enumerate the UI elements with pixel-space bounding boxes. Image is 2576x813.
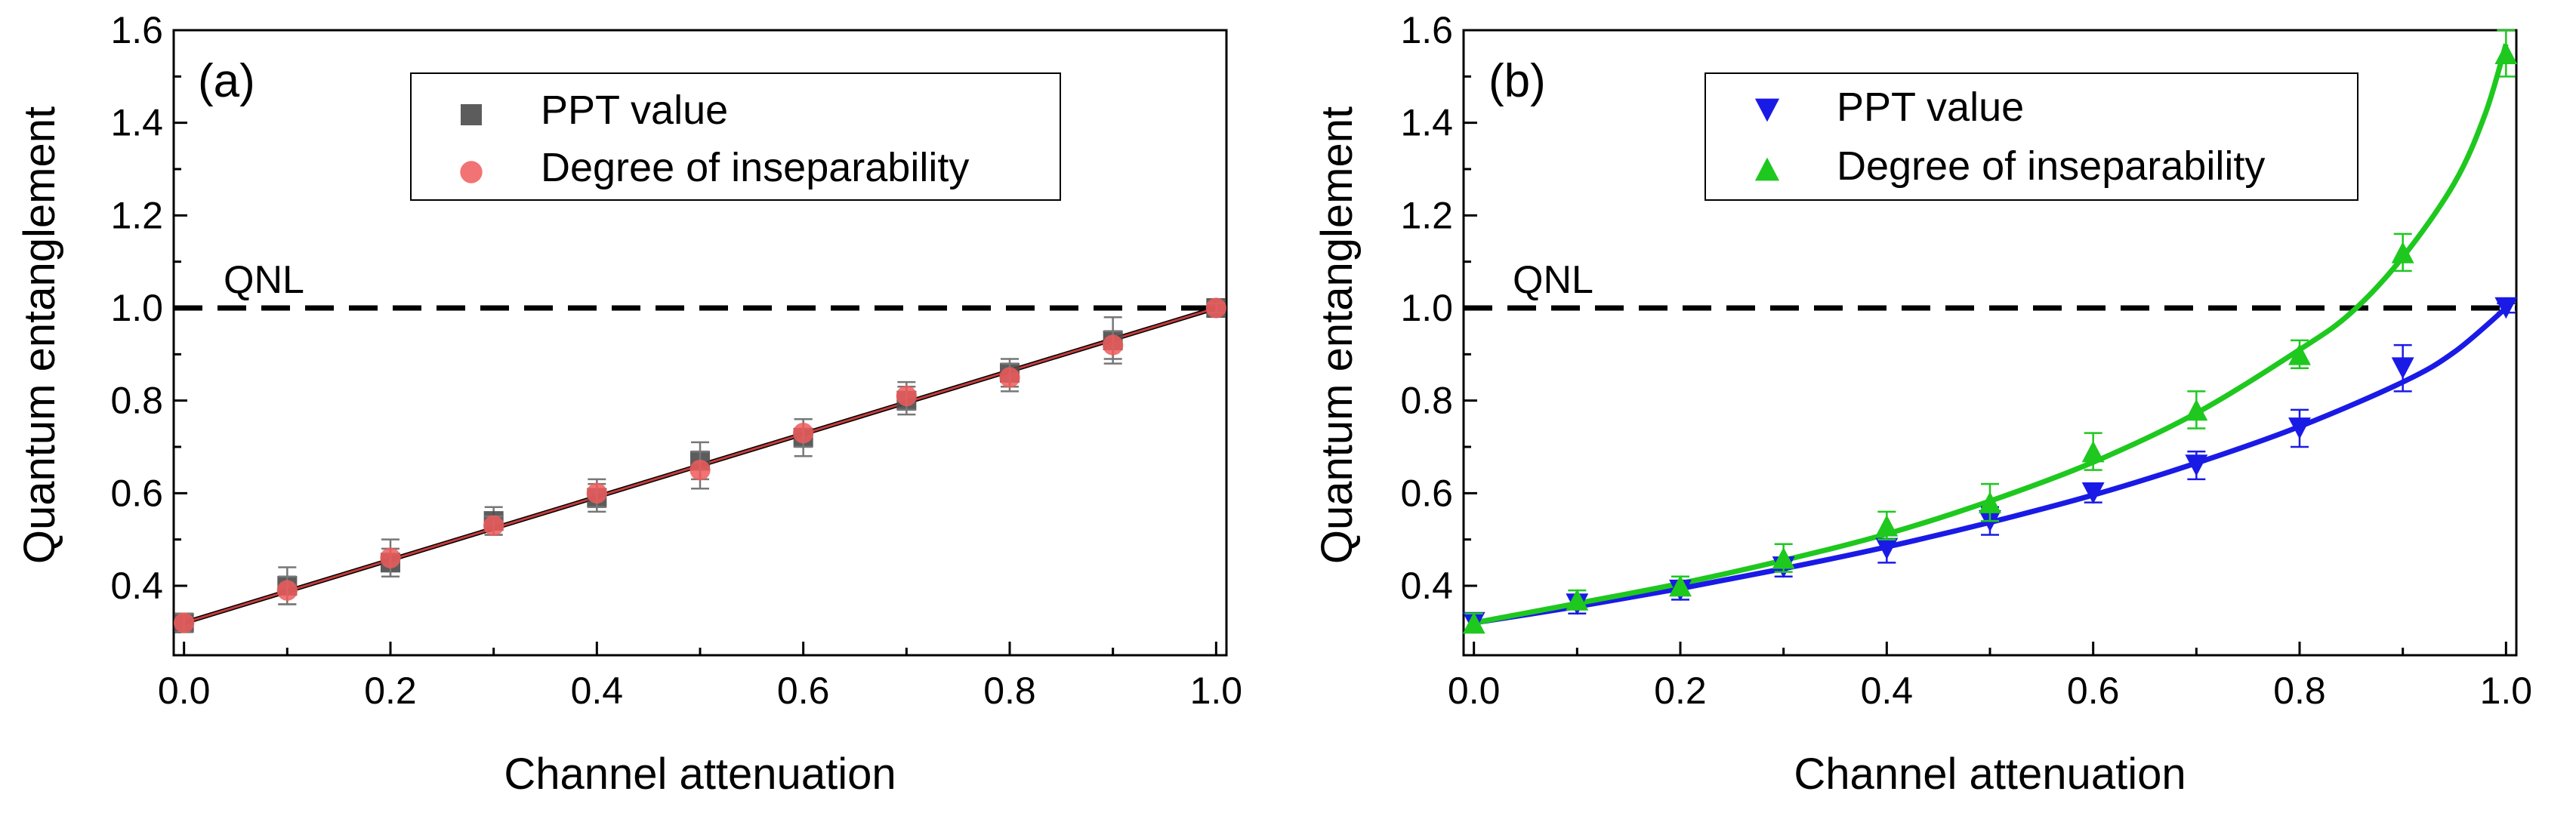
panel-a-y-tick-label: 0.8: [110, 380, 163, 422]
panel-b-point-ppt: [2288, 417, 2311, 439]
panel-b-x-tick-label: 0.8: [2273, 670, 2326, 712]
panel-b-point-inseparability: [1875, 514, 1899, 537]
panel-a-legend-label-ppt: PPT value: [541, 88, 728, 133]
panel-b-point-ppt: [2391, 357, 2414, 380]
panel-a-x-tick-label: 0.0: [158, 670, 211, 712]
panel-a-chart: 0.0 0.2 0.4 0.6 0.8 1.0 0.4 0.6 0.8 1.0 1.2 1.4 1.6 (…: [15, 9, 1242, 799]
panel-b-plot-area: 0.0 0.2 0.4 0.6 0.8 1.0 0.4 0.6 0.8 1.0 1.2 1.4 1.6: [1400, 9, 2532, 712]
panel-b-legend-label-ppt: PPT value: [1837, 85, 2024, 130]
panel-a-y-tick-label: 1.6: [110, 9, 163, 51]
panel-a-x-tick-label: 0.6: [777, 670, 830, 712]
panel-b-y-tick-label: 0.6: [1400, 472, 1453, 514]
panel-a-qnl-label: QNL: [224, 258, 304, 302]
panel-a-y-tick-label: 0.4: [110, 565, 163, 607]
panel-b-y-tick-label: 0.4: [1400, 565, 1453, 607]
panel-a-legend-marker-inseparability: [460, 161, 483, 183]
panel-b-x-tick-label: 0.6: [2067, 670, 2120, 712]
panel-a-label: (a): [198, 55, 255, 107]
panel-b-point-ppt: [2494, 297, 2518, 319]
panel-a-point-inseparability: [483, 515, 504, 536]
panel-b-qnl-label: QNL: [1513, 258, 1593, 302]
panel-b-legend: PPT value Degree of inseparability: [1704, 72, 2359, 201]
panel-b-point-inseparability: [2081, 440, 2105, 463]
panel-a-point-inseparability: [793, 422, 814, 444]
panel-b-point-ppt: [2185, 454, 2208, 476]
panel-b-fit-line-ppt: [1473, 306, 2508, 626]
panel-b-y-axis-title: Quantum entanglement: [1313, 106, 1362, 564]
panel-a-legend-box: [410, 72, 1061, 201]
panel-b-y-tick-label: 1.0: [1400, 287, 1453, 329]
panel-a-point-inseparability: [586, 482, 607, 504]
panel-b-point-inseparability: [2185, 399, 2208, 421]
panel-a-point-inseparability: [896, 385, 917, 407]
panel-b-x-tick-label: 1.0: [2480, 670, 2533, 712]
panel-b-point-inseparability: [2288, 343, 2311, 365]
panel-a-y-tick-label: 0.6: [110, 472, 163, 514]
panel-b-x-tick-label: 0.2: [1654, 670, 1707, 712]
panel-b-label: (b): [1489, 55, 1546, 107]
panel-a-x-tick-label: 0.8: [983, 670, 1036, 712]
panel-a-point-inseparability: [174, 612, 195, 633]
panel-a-point-inseparability: [276, 580, 298, 601]
panel-a-point-inseparability: [380, 547, 401, 568]
panel-b-legend-marker-ppt: [1754, 98, 1780, 122]
panel-b-point-inseparability: [1979, 491, 2001, 513]
panel-a-y-tick-label: 1.2: [110, 194, 163, 236]
panel-a-x-tick-label: 0.4: [571, 670, 624, 712]
panel-b-legend-box: [1704, 72, 2359, 201]
panel-b-x-tick-label: 0.4: [1861, 670, 1914, 712]
panel-b-point-inseparability: [1566, 589, 1589, 611]
panel-a-legend-label-inseparability: Degree of inseparability: [541, 145, 969, 190]
panel-b-legend-marker-inseparability: [1754, 157, 1780, 181]
panel-b-chart: 0.0 0.2 0.4 0.6 0.8 1.0 0.4 0.6 0.8 1.0 1.2 1.4 1.6 (…: [1313, 9, 2532, 799]
panel-b-y-tick-label: 0.8: [1400, 380, 1453, 422]
panel-b-point-ppt: [2081, 482, 2105, 504]
panel-a-point-inseparability: [1103, 334, 1124, 356]
panel-b-y-tick-label: 1.6: [1400, 9, 1453, 51]
panel-b-x-tick-label: 0.0: [1448, 670, 1501, 712]
panel-a-x-axis-title: Channel attenuation: [504, 750, 896, 799]
panel-a-legend: PPT value Degree of inseparability: [410, 72, 1061, 201]
panel-b-point-inseparability: [1462, 611, 1485, 634]
panel-b-y-tick-label: 1.4: [1400, 102, 1453, 144]
panel-a-y-tick-label: 1.0: [110, 287, 163, 329]
panel-a-legend-marker-ppt: [461, 104, 482, 125]
panel-a-plot-area: 0.0 0.2 0.4 0.6 0.8 1.0 0.4 0.6 0.8 1.0 1.2 1.4 1.6: [110, 9, 1242, 712]
panel-b-legend-label-inseparability: Degree of inseparability: [1837, 143, 2265, 189]
panel-b-point-ppt: [1875, 537, 1899, 560]
panel-b-point-inseparability: [2494, 42, 2518, 64]
panel-a-y-axis-title: Quantum entanglement: [15, 106, 64, 564]
panel-a-x-tick-label: 0.2: [364, 670, 417, 712]
panel-a-point-inseparability: [690, 460, 711, 481]
panel-a-x-tick-label: 1.0: [1190, 670, 1243, 712]
panel-b-point-inseparability: [1772, 547, 1795, 569]
panel-a-point-inseparability: [999, 367, 1020, 388]
panel-a-y-tick-label: 1.4: [110, 102, 163, 144]
panel-a-point-inseparability: [1205, 297, 1226, 319]
panel-b-point-inseparability: [2391, 242, 2414, 263]
panel-b-point-inseparability: [1669, 574, 1692, 597]
panel-b-x-axis-title: Channel attenuation: [1794, 750, 2186, 799]
panel-b-y-tick-label: 1.2: [1400, 194, 1453, 236]
